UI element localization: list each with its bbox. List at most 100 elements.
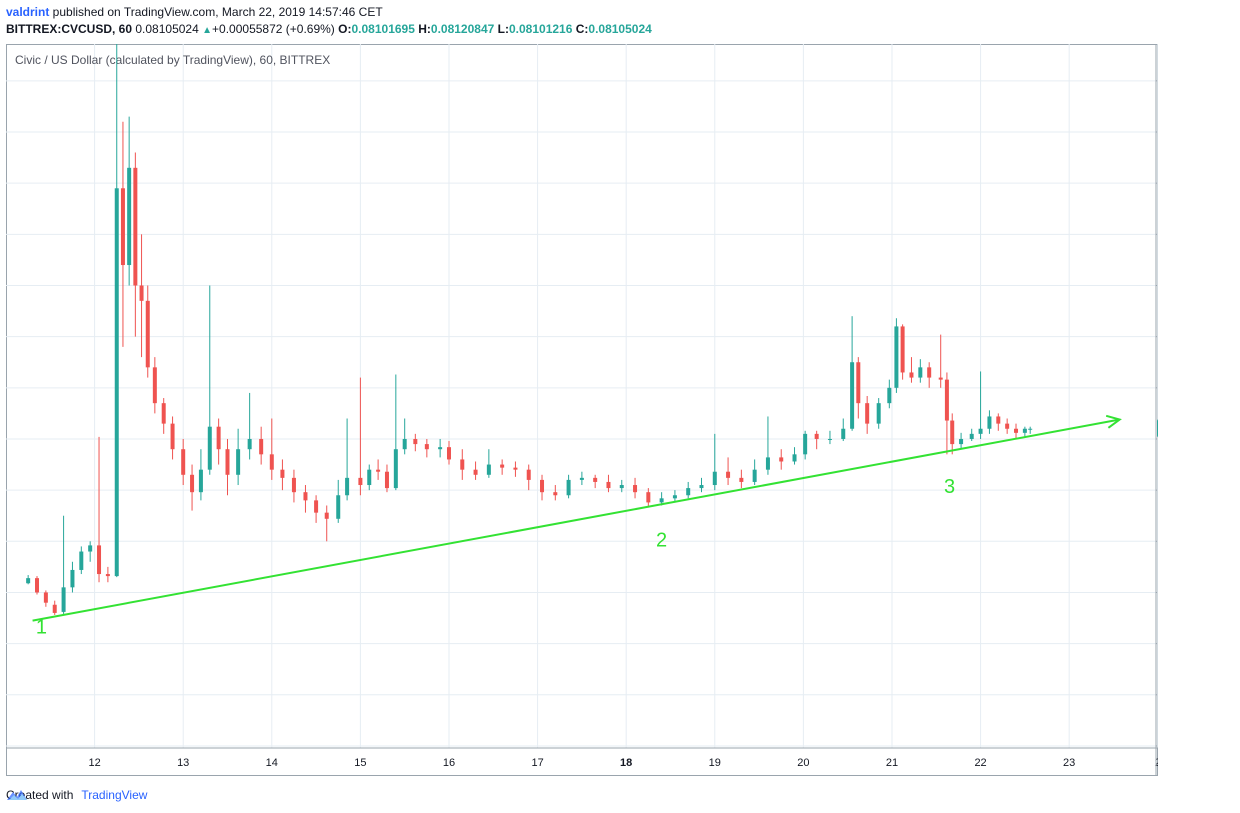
close-label: C:	[575, 22, 589, 36]
candle-body	[120, 188, 125, 266]
candle-body	[779, 457, 784, 462]
candle-body	[259, 438, 264, 455]
candle-body	[765, 457, 770, 470]
x-tick-label: 20	[797, 757, 809, 769]
candle-body	[887, 387, 892, 404]
price-tag	[1157, 419, 1158, 437]
candle-body	[225, 449, 230, 475]
price-chart[interactable]: 0.115000000.110000000.105000000.10000000…	[6, 44, 1158, 776]
candle-body	[358, 477, 363, 486]
up-triangle-icon: ▲	[202, 25, 213, 36]
x-tick-label: 21	[886, 757, 898, 769]
candle-body	[553, 492, 558, 496]
candle-body	[236, 449, 241, 475]
candle-body	[198, 469, 203, 493]
candle-body	[969, 433, 974, 439]
candle-body	[324, 512, 329, 519]
candle-body	[402, 438, 407, 450]
candle-body	[216, 426, 221, 450]
candle-body	[513, 467, 518, 470]
candle-body	[70, 569, 75, 588]
candle-body	[739, 477, 744, 482]
candle-body	[865, 403, 870, 424]
candle-body	[938, 377, 943, 380]
candle-body	[1005, 423, 1010, 429]
x-tick-label: 12	[88, 757, 100, 769]
candle-body	[900, 326, 905, 373]
publish-info: valdrint published on TradingView.com, M…	[6, 5, 383, 19]
close-value: 0.08105024	[588, 22, 652, 36]
candle-body	[978, 428, 983, 434]
candle-body	[566, 479, 571, 496]
candle-body	[606, 481, 611, 489]
x-tick-label: 23	[1063, 757, 1075, 769]
candle-body	[876, 403, 881, 424]
x-tick-label: 19	[709, 757, 721, 769]
symbol-info-bar: BITTREX:CVCUSD, 60 0.08105024 ▲+0.000558…	[6, 22, 652, 36]
candle-body	[841, 428, 846, 439]
candle-body	[1028, 428, 1033, 430]
candle-body	[291, 477, 296, 493]
candle-body	[161, 403, 166, 424]
candle-body	[752, 469, 757, 482]
x-tick-label: 13	[177, 757, 189, 769]
candle-body	[393, 449, 398, 489]
candle-body	[909, 372, 914, 378]
candle-body	[699, 485, 704, 489]
low-value: 0.08101216	[508, 22, 573, 36]
candle-body	[944, 379, 949, 421]
candle-body	[1022, 428, 1027, 433]
candle-body	[593, 477, 598, 482]
candle-body	[473, 469, 478, 475]
author-name[interactable]: valdrint	[6, 5, 50, 19]
candle-body	[79, 551, 84, 570]
candle-body	[486, 464, 491, 475]
candle-body	[413, 438, 418, 445]
x-tick-label: 22	[974, 757, 986, 769]
candle-body	[35, 578, 40, 593]
candle-body	[97, 545, 102, 575]
chart-area[interactable]: 0.115000000.110000000.105000000.10000000…	[6, 44, 1158, 776]
candle-body	[114, 188, 119, 577]
candle-body	[384, 471, 389, 489]
candle-body	[367, 469, 372, 486]
trendline-arrowhead	[1105, 414, 1122, 429]
candle-body	[814, 433, 819, 439]
trendline	[32, 418, 1120, 622]
candle-body	[269, 454, 274, 470]
published-text: published on TradingView.com, March 22, …	[49, 5, 383, 19]
candle-body	[646, 492, 651, 503]
candle-body	[803, 433, 808, 455]
x-tick-label: 16	[443, 757, 455, 769]
candle-body	[314, 500, 319, 513]
footer: Created with TradingView	[6, 788, 147, 802]
open-label: O:	[338, 22, 352, 36]
candle-body	[303, 492, 308, 501]
candle-body	[61, 587, 66, 612]
candle-body	[726, 471, 731, 478]
candle-body	[424, 444, 429, 450]
candle-body	[526, 469, 531, 480]
candle-body	[460, 459, 465, 470]
candle-body	[918, 367, 923, 378]
candle-body	[633, 485, 638, 493]
candle-body	[894, 326, 899, 388]
candle-body	[438, 447, 443, 450]
candle-body	[376, 469, 381, 472]
candle-body	[139, 285, 144, 301]
tradingview-brand-link[interactable]: TradingView	[81, 788, 148, 802]
candle-body	[579, 477, 584, 480]
chart-frame	[6, 44, 1158, 776]
x-tick-label: 18	[620, 757, 632, 769]
candle-body	[105, 574, 110, 577]
annotation-label: 3	[944, 476, 955, 498]
candle-body	[43, 592, 48, 603]
candle-body	[336, 495, 341, 519]
candle-body	[152, 367, 157, 404]
candle-body	[280, 469, 285, 478]
candles-group	[26, 44, 1033, 615]
candle-body	[500, 464, 505, 468]
candle-body	[850, 362, 855, 429]
candle-body	[52, 604, 57, 613]
candle-body	[540, 479, 545, 493]
